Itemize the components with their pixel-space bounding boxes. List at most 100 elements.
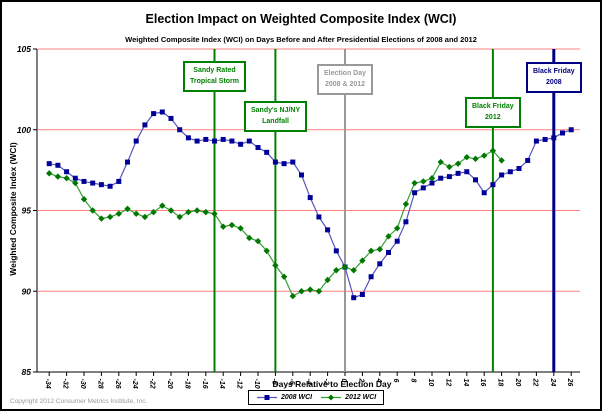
y-tick-label: 100 [17,125,31,135]
x-tick-label: -28 [96,379,103,389]
series-2008-wci-marker [490,182,496,188]
series-2012-wci-marker [298,288,305,295]
x-tick-label: -8 [270,379,277,385]
series-2012-wci-marker [54,173,62,180]
series-2012-wci-marker [272,262,279,269]
series-2008-wci-marker [255,145,261,151]
x-tick-label: -18 [183,379,190,389]
series-2012-wci-marker [333,267,340,274]
series-2008-wci-marker [220,136,226,142]
x-tick-label: -12 [236,379,243,389]
x-tick-label: -24 [131,379,138,389]
series-2008-wci-marker [151,111,157,117]
series-2012-wci-marker [463,154,470,161]
legend: 2008 WCI 2012 WCI [248,390,385,405]
series-2012-wci-marker [141,213,149,221]
series-2008-wci-marker [325,227,331,233]
series-2008-wci-marker [290,159,296,165]
series-2008-wci-marker [272,159,278,165]
series-2008-wci-marker [438,175,444,181]
series-2012-wci-marker [289,292,296,300]
series-2008-wci-marker [516,166,522,172]
series-2008-wci-marker [542,136,548,142]
x-tick-label: 16 [479,379,486,387]
x-tick-label: 4 [375,378,382,383]
series-2012-wci-marker [437,158,444,166]
series-2012-wci-marker [98,215,105,222]
series-2008-wci-marker [525,157,531,163]
series-2008-wci-marker [194,138,200,144]
series-2012-wci-marker [394,225,401,232]
series-2008-wci-marker [473,177,478,183]
series-2008-wci-marker [90,180,96,186]
series-2012-wci-marker [159,202,166,209]
series-2012-wci-marker [420,178,427,185]
series-2008-wci-marker [481,190,487,196]
legend-label-2008-wci: 2008 WCI [281,394,313,401]
series-2008-wci-marker [246,138,252,144]
x-tick-label: -4 [305,379,312,385]
chart-title: Election Impact on Weighted Composite In… [145,12,457,26]
x-tick-label: 26 [566,378,573,387]
series-2012-wci-marker [220,223,227,230]
series-2008-wci-marker [568,127,574,133]
series-2012-wci-marker [481,152,488,159]
legend-marker-2012-icon [321,394,342,401]
series-2008-wci-marker [98,182,104,188]
series-2012-wci-marker [411,179,418,187]
x-tick-label: -6 [288,379,295,385]
series-2012-wci-marker [185,208,192,216]
x-tick-label: 0 [340,379,347,383]
series-2008-wci-marker [238,141,244,147]
series-2008-wci-marker [185,135,191,141]
series-2008-wci-marker [281,161,287,167]
series-2008-wci-marker [72,175,78,181]
series-2008-wci-marker [142,122,148,128]
series-2012-wci-marker [124,205,131,213]
x-tick-label: 24 [549,378,556,387]
series-2008-wci-marker [229,138,235,144]
series-2008-wci-marker [377,261,383,267]
series-2012-wci-marker [402,200,410,208]
annotation-sandy-rated-tropical-storm: Sandy Rated Tropical Storm [183,61,247,92]
series-2012-wci-marker [89,207,96,214]
x-tick-label: -30 [79,379,86,389]
series-2008-wci-marker [359,291,365,297]
series-2012-wci-marker [350,267,357,274]
series-2008-wci-marker [212,138,217,144]
series-2012-wci-marker [489,147,497,154]
series-2012-wci-marker [446,163,453,171]
series-2008-wci-marker [299,172,304,178]
series-2012-wci-marker [72,179,79,187]
series-2012-wci-marker [376,246,383,253]
series-2008-wci-marker [420,185,426,191]
legend-marker-2008-icon [257,395,277,400]
x-tick-label: -22 [149,379,156,389]
series-2012-wci-marker [133,210,140,217]
series-2008-wci-marker [560,130,565,136]
x-tick-label: 10 [427,379,434,387]
series-2012-wci-marker [498,157,505,164]
y-axis-title: Weighted Composite Index (WCI) [8,142,18,276]
series-2008-wci-marker [168,115,174,121]
series-2008-wci-marker [412,190,418,196]
series-2012-wci-marker [237,225,244,232]
annotation-sandys-nj-ny-landfall: Sandy's NJ/NY Landfall [244,101,308,132]
series-2008-wci-marker [455,170,461,176]
x-tick-label: -10 [253,379,260,389]
series-2012-wci-marker [211,210,218,217]
series-2008-wci-marker [316,214,322,220]
series-2012-wci-marker [315,288,323,295]
series-2012-wci-marker [263,247,270,255]
series-2012-wci-marker [80,195,88,203]
series-2012-wci-marker [472,155,479,163]
series-2008-wci-marker [116,178,122,184]
series-2012-wci-marker [385,233,392,240]
series-2012-wci-marker [167,207,175,214]
series-2012-wci-marker [150,208,157,216]
series-2008-wci-marker [46,161,52,167]
series-2012-wci-marker [359,257,366,264]
legend-label-2012-wci: 2012 WCI [345,394,377,401]
